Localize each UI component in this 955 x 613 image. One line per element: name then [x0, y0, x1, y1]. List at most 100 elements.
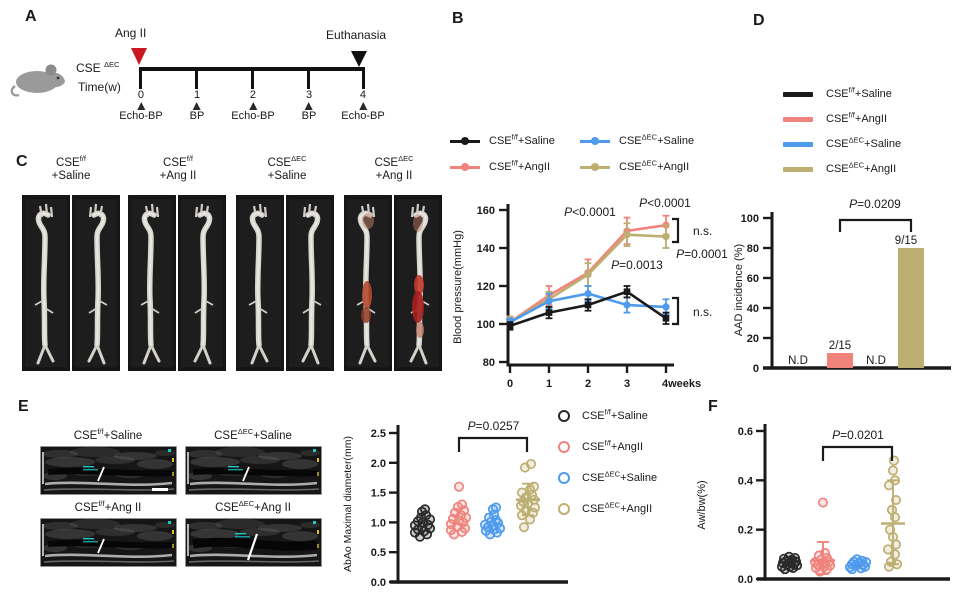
aorta-photo: [286, 195, 334, 371]
svg-text:2.5: 2.5: [371, 428, 386, 440]
aorta-photo: [22, 195, 70, 371]
svg-text:2.0: 2.0: [371, 458, 386, 470]
panel-f-label: F: [708, 398, 718, 415]
aorta-group-label: CSEΔEC +Ang II: [374, 154, 414, 182]
bar-swatch: [783, 166, 813, 172]
legend-item: CSEf/f+Saline: [558, 408, 657, 422]
svg-text:P=0.0257: P=0.0257: [468, 419, 520, 433]
legend-item: CSEf/f+AngII: [450, 159, 580, 173]
svg-text:N.D: N.D: [866, 355, 886, 367]
svg-text:0.6: 0.6: [738, 426, 753, 438]
svg-text:140: 140: [477, 243, 495, 255]
angii-arrow-icon: [131, 48, 147, 65]
svg-text:P=0.0201: P=0.0201: [832, 428, 884, 442]
aorta-photo: [344, 195, 392, 371]
svg-text:9/15: 9/15: [895, 235, 917, 247]
circle-swatch: [558, 441, 570, 453]
aorta-photo: [394, 195, 442, 371]
legend-item: CSEΔEC+Saline: [783, 136, 901, 150]
legend-item: CSEΔEC+Saline: [580, 133, 746, 147]
svg-text:4weeks: 4weeks: [662, 378, 701, 390]
line-swatch: [580, 137, 610, 145]
ultrasound-label: CSEf/f+Saline: [73, 427, 143, 442]
euthanasia-arrow-icon: [351, 51, 367, 67]
legend-item: CSEΔEC+Saline: [558, 470, 657, 484]
legend-item: CSEf/f+AngII: [558, 439, 657, 453]
marker-triangle-icon: [358, 102, 367, 110]
awbw-scatter-chart: 0.0 0.2 0.4 0.6 Aw/bw(%) P=0.0201: [696, 424, 950, 586]
svg-text:80: 80: [483, 357, 495, 369]
marker-triangle-icon: [248, 102, 257, 110]
svg-text:120: 120: [477, 281, 495, 293]
svg-text:Aw/bw(%): Aw/bw(%): [696, 480, 708, 529]
angii-label: Ang II: [115, 26, 147, 40]
svg-text:AbAo Maximal diameter(mm): AbAo Maximal diameter(mm): [342, 436, 354, 572]
bar-swatch: [783, 116, 813, 122]
time-axis-label: Time(w): [78, 80, 121, 94]
svg-text:0.4: 0.4: [738, 475, 754, 487]
aorta-group-label: CSEf/f +Ang II: [159, 154, 197, 182]
svg-text:2: 2: [585, 378, 591, 390]
panel-b-label: B: [452, 10, 464, 27]
bp-line-chart: 80 100 120 140 160 0 1 2 3 4weeks Blood pressure(m…: [452, 196, 728, 390]
circle-swatch: [558, 503, 570, 515]
euthanasia-label: Euthanasia: [326, 28, 387, 42]
timeline-week-0: 0 Echo-BP: [119, 89, 163, 122]
line-swatch: [580, 163, 610, 171]
timeline-tick: [139, 67, 142, 89]
marker-triangle-icon: [136, 102, 145, 110]
line-swatch: [450, 137, 480, 145]
aorta-photo-strip: [20, 155, 450, 373]
svg-text:Blood pressure(mmHg): Blood pressure(mmHg): [452, 230, 464, 344]
timeline-tick: [251, 67, 254, 89]
svg-text:80: 80: [747, 243, 759, 255]
svg-text:1: 1: [546, 378, 552, 390]
svg-text:N.D: N.D: [788, 355, 808, 367]
circle-swatch: [558, 472, 570, 484]
ultrasound-label: CSEf/f+Ang II: [74, 499, 142, 514]
aorta-group-label: CSEf/f +Saline: [51, 154, 91, 182]
svg-text:100: 100: [741, 213, 759, 225]
aorta-photo: [72, 195, 120, 371]
aorta-photo: [128, 195, 176, 371]
bp-chart-legend: CSEf/f+Saline CSEΔEC+Saline CSEf/f+AngII…: [450, 133, 746, 173]
ultrasound-image: [40, 518, 177, 567]
svg-text:n.s.: n.s.: [693, 224, 712, 238]
svg-text:60: 60: [747, 273, 759, 285]
panel-c-label: C: [16, 153, 28, 170]
svg-text:1.0: 1.0: [371, 517, 386, 529]
ultrasound-label: CSEΔEC+Ang II: [215, 499, 291, 514]
genotype-label: CSE ΔEC: [76, 60, 120, 75]
svg-text:2/15: 2/15: [829, 340, 851, 352]
svg-text:n.s.: n.s.: [693, 305, 712, 319]
legend-item: CSEf/f+Saline: [783, 86, 901, 100]
timeline-tick: [195, 67, 198, 89]
scatter-legend: CSEf/f+Saline CSEf/f+AngII CSEΔEC+Saline…: [558, 408, 657, 515]
legend-item: CSEf/f+Saline: [450, 133, 580, 147]
svg-text:P=0.0209: P=0.0209: [849, 197, 901, 211]
legend-item: CSEΔEC+AngII: [558, 501, 657, 515]
aad-bar-chart: 0 20 40 60 80 100 AAD incidence (%) N.D 2/15 N.D 9…: [733, 197, 951, 375]
circle-swatch: [558, 410, 570, 422]
legend-item: CSEf/f+AngII: [783, 111, 901, 125]
ultrasound-image: [185, 446, 322, 495]
marker-triangle-icon: [193, 102, 201, 110]
svg-text:3: 3: [624, 378, 630, 390]
timeline-week-2: 2 Echo-BP: [231, 89, 275, 122]
legend-item: CSEΔEC+AngII: [783, 161, 901, 175]
svg-text:P=0.0001: P=0.0001: [676, 247, 728, 261]
marker-triangle-icon: [305, 102, 313, 110]
svg-text:20: 20: [747, 333, 759, 345]
mouse-icon: [10, 64, 65, 97]
bar-swatch: [783, 141, 813, 147]
panel-d-label: D: [753, 12, 765, 29]
svg-text:40: 40: [747, 303, 759, 315]
svg-text:P<0.0001: P<0.0001: [564, 205, 616, 219]
panel-a-label: A: [25, 8, 37, 25]
aorta-group-label: CSEΔEC +Saline: [267, 154, 307, 182]
abao-scatter-chart: 0.0 0.5 1.0 1.5 2.0 2.5 AbAo Maximal diameter(…: [342, 419, 568, 589]
svg-text:0.5: 0.5: [371, 547, 386, 559]
svg-text:0.2: 0.2: [738, 525, 753, 537]
aorta-photo: [236, 195, 284, 371]
